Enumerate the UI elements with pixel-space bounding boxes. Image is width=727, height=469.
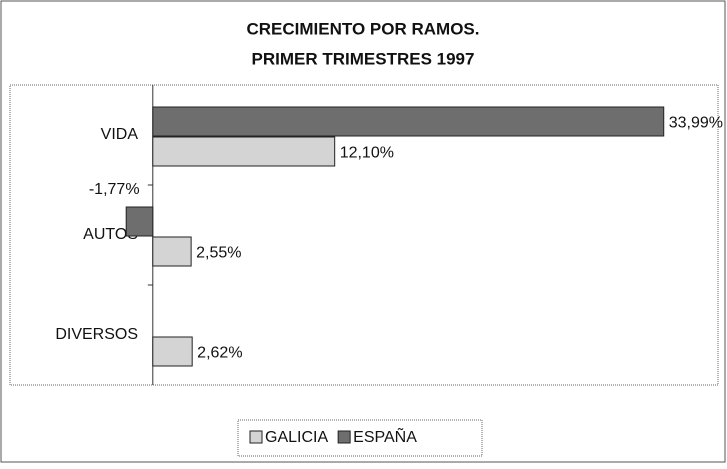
- bar: [125, 206, 154, 237]
- data-label: 2,55%: [196, 245, 241, 262]
- legend-label: GALICIA: [265, 429, 328, 446]
- legend-swatch: [249, 430, 263, 444]
- plot-area: [9, 84, 719, 386]
- chart-title: PRIMER TRIMESTRES 1997: [252, 49, 475, 68]
- data-label: 12,10%: [340, 145, 394, 162]
- y-tick-label: AUTOS: [83, 226, 138, 243]
- legend-label: ESPAÑA: [353, 426, 417, 446]
- bar: [152, 136, 336, 167]
- data-label: 2,62%: [197, 345, 242, 362]
- data-label: -1,77%: [89, 181, 140, 198]
- data-label: 33,99%: [669, 115, 723, 132]
- legend-frame: [237, 419, 483, 457]
- bar: [152, 106, 665, 137]
- chart-title: CRECIMIENTO POR RAMOS.: [247, 19, 480, 38]
- legend-swatch: [337, 430, 351, 444]
- y-tick-label: DIVERSOS: [55, 326, 138, 343]
- bar: [152, 336, 193, 367]
- bar: [152, 236, 192, 267]
- y-tick-label: VIDA: [101, 126, 139, 143]
